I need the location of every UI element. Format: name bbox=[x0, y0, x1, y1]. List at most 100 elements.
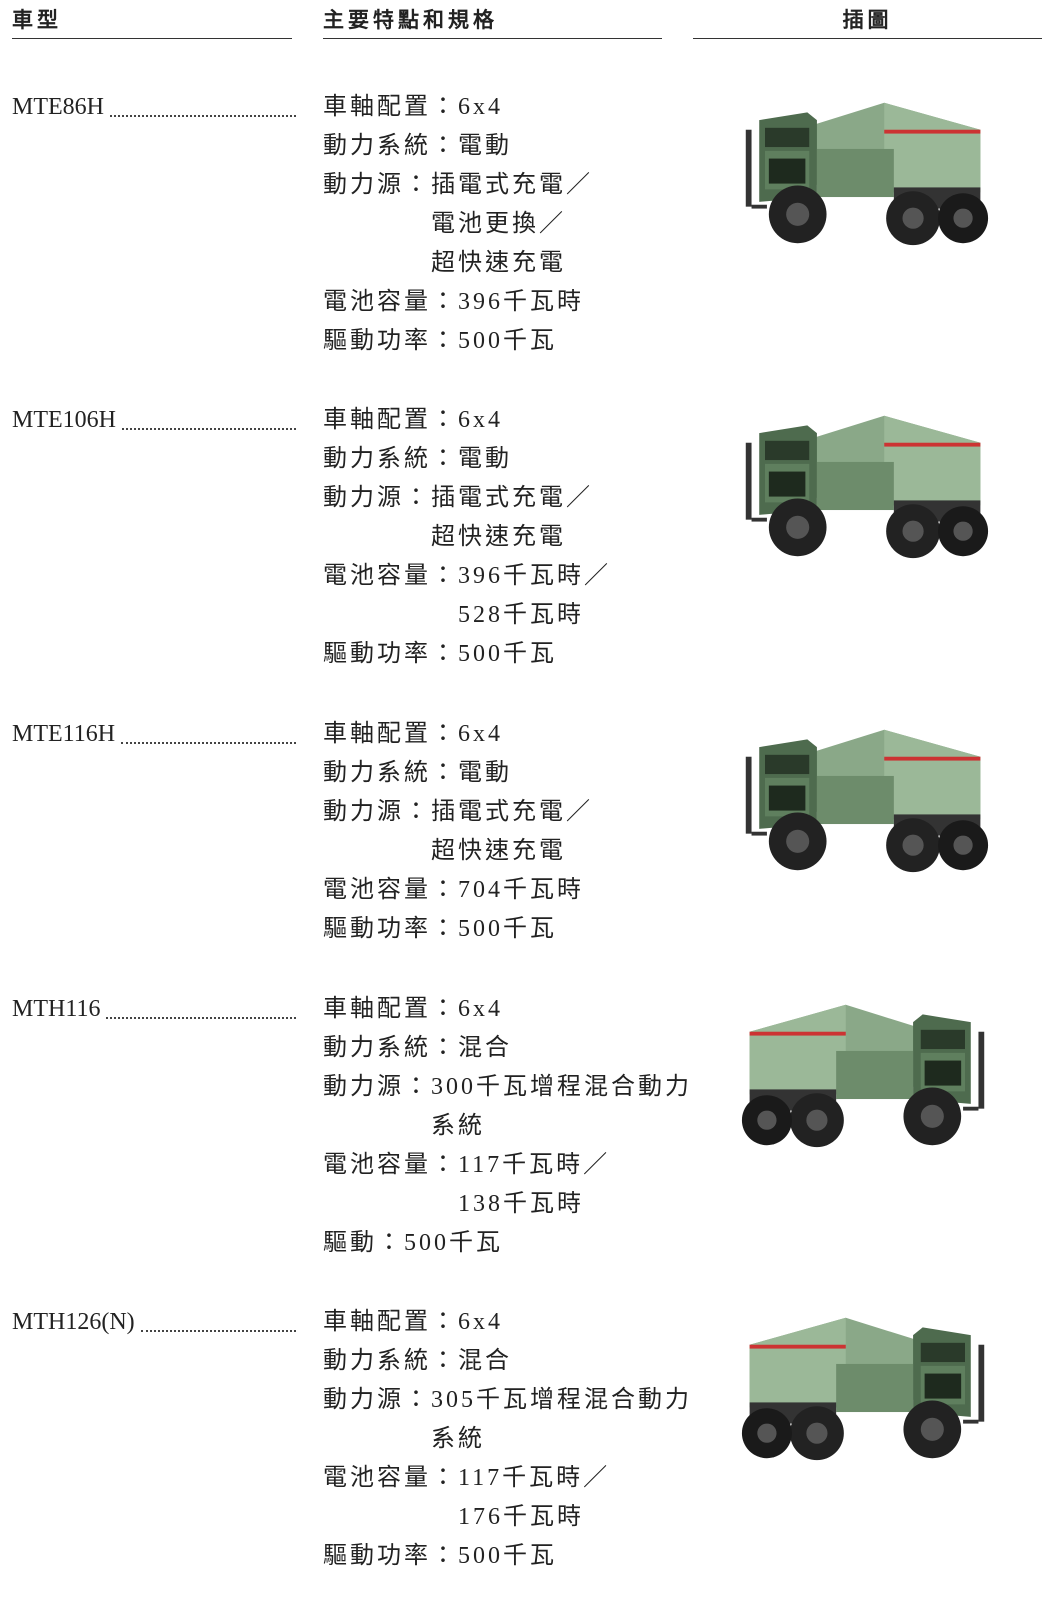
spec-item: 電池容量： 704千瓦時 bbox=[323, 871, 593, 910]
spec-values: 電動 bbox=[458, 754, 512, 793]
truck-illustration bbox=[745, 415, 989, 559]
spec-value: 6x4 bbox=[458, 996, 503, 1022]
spec-item: 動力系統： 混合 bbox=[323, 1342, 692, 1381]
spec-label: 驅動功率： bbox=[323, 641, 458, 667]
model-cell: MTE86H bbox=[12, 88, 302, 127]
spec-values: 117千瓦時／ 176千瓦時 bbox=[458, 1459, 610, 1537]
spec-label: 電池容量： bbox=[323, 1465, 458, 1491]
model-cell: MTH126(N) bbox=[12, 1303, 302, 1342]
spec-value: 超快速充電 bbox=[431, 838, 566, 864]
spec-value: 系統 bbox=[431, 1426, 485, 1452]
spec-values: 704千瓦時 bbox=[458, 871, 584, 910]
spec-label: 車軸配置： bbox=[323, 94, 458, 120]
spec-label: 電池容量： bbox=[323, 563, 458, 589]
spec-value: 500千瓦 bbox=[458, 328, 557, 354]
spec-label: 動力系統： bbox=[323, 133, 458, 159]
spec-values: 500千瓦 bbox=[458, 322, 557, 361]
truck-illustration bbox=[745, 729, 989, 873]
spec-item: 驅動： 500千瓦 bbox=[323, 1224, 692, 1263]
spec-item: 電池容量： 396千瓦時／ 528千瓦時 bbox=[323, 557, 611, 635]
spec-value: 396千瓦時／ bbox=[458, 563, 611, 589]
specs-cell: 車軸配置： 6x4 動力系統： 電動 動力源： 插電式充電／ 超快速充電 電池容量： 396千瓦… bbox=[323, 401, 611, 674]
spec-label: 驅動： bbox=[323, 1230, 404, 1256]
spec-values: 6x4 bbox=[458, 88, 503, 127]
spec-item: 電池容量： 396千瓦時 bbox=[323, 283, 593, 322]
spec-label: 驅動功率： bbox=[323, 1543, 458, 1569]
spec-label: 電池容量： bbox=[323, 289, 458, 315]
spec-label: 動力系統： bbox=[323, 760, 458, 786]
spec-value: 插電式充電／ bbox=[431, 485, 593, 511]
spec-item: 驅動功率： 500千瓦 bbox=[323, 910, 593, 949]
spec-values: 6x4 bbox=[458, 401, 503, 440]
spec-value: 117千瓦時／ bbox=[458, 1465, 611, 1491]
spec-item: 電池容量： 117千瓦時／ 138千瓦時 bbox=[323, 1146, 692, 1224]
spec-item: 車軸配置： 6x4 bbox=[323, 715, 593, 754]
spec-value: 305千瓦增程混合動力 bbox=[431, 1387, 692, 1413]
spec-values: 396千瓦時／ 528千瓦時 bbox=[458, 557, 611, 635]
spec-values: 電動 bbox=[458, 127, 512, 166]
spec-values: 6x4 bbox=[458, 1303, 503, 1342]
specs-cell: 車軸配置： 6x4 動力系統： 電動 動力源： 插電式充電／ 電池更換／ 超快速充電 電池容量：… bbox=[323, 88, 593, 361]
spec-value: 6x4 bbox=[458, 721, 503, 747]
spec-item: 動力系統： 混合 bbox=[323, 1029, 692, 1068]
spec-label: 電池容量： bbox=[323, 877, 458, 903]
spec-value: 500千瓦 bbox=[404, 1230, 503, 1256]
spec-item: 驅動功率： 500千瓦 bbox=[323, 1537, 692, 1576]
model-name: MTE106H bbox=[12, 407, 116, 433]
specs-cell: 車軸配置： 6x4 動力系統： 電動動力源： 插電式充電／ 超快速充電電池容量： 704千瓦… bbox=[323, 715, 593, 949]
spec-values: 電動 bbox=[458, 440, 512, 479]
spec-values: 500千瓦 bbox=[458, 1537, 557, 1576]
spec-item: 車軸配置： 6x4 bbox=[323, 990, 692, 1029]
spec-item: 動力源： 300千瓦增程混合動力 系統 bbox=[323, 1068, 692, 1146]
spec-values: 混合 bbox=[458, 1342, 512, 1381]
spec-values: 插電式充電／ 電池更換／ 超快速充電 bbox=[431, 166, 593, 283]
spec-label: 驅動功率： bbox=[323, 328, 458, 354]
model-name: MTH126(N) bbox=[12, 1309, 135, 1335]
spec-values: 500千瓦 bbox=[458, 635, 557, 674]
spec-item: 車軸配置： 6x4 bbox=[323, 1303, 692, 1342]
spec-value: 500千瓦 bbox=[458, 916, 557, 942]
specs-cell: 車軸配置： 6x4 動力系統： 混合 動力源： 305千瓦增程混合動力 系統 電池容量： 117… bbox=[323, 1303, 692, 1576]
truck-illustration bbox=[745, 102, 989, 246]
spec-value: 混合 bbox=[458, 1035, 512, 1061]
spec-value: 138千瓦時 bbox=[458, 1191, 584, 1217]
spec-item: 車軸配置： 6x4 bbox=[323, 88, 593, 127]
spec-value: 電動 bbox=[458, 760, 512, 786]
spec-label: 動力源： bbox=[323, 1074, 431, 1100]
spec-values: 300千瓦增程混合動力 系統 bbox=[431, 1068, 692, 1146]
spec-values: 6x4 bbox=[458, 990, 503, 1029]
spec-values: 117千瓦時／ 138千瓦時 bbox=[458, 1146, 610, 1224]
dot-leader bbox=[106, 990, 296, 1019]
spec-values: 500千瓦 bbox=[404, 1224, 503, 1263]
spec-value: 插電式充電／ bbox=[431, 799, 593, 825]
spec-label: 動力源： bbox=[323, 485, 431, 511]
spec-label: 動力系統： bbox=[323, 1348, 458, 1374]
spec-label: 車軸配置： bbox=[323, 407, 458, 433]
model-name: MTH116 bbox=[12, 996, 101, 1022]
spec-item: 驅動功率： 500千瓦 bbox=[323, 322, 593, 361]
spec-values: 305千瓦增程混合動力 系統 bbox=[431, 1381, 692, 1459]
spec-value: 396千瓦時 bbox=[458, 289, 584, 315]
spec-values: 插電式充電／ 超快速充電 bbox=[431, 793, 593, 871]
spec-label: 動力源： bbox=[323, 799, 431, 825]
model-cell: MTE106H bbox=[12, 401, 302, 440]
spec-value: 插電式充電／ bbox=[431, 172, 593, 198]
spec-item: 車軸配置： 6x4 bbox=[323, 401, 611, 440]
spec-item: 動力源： 插電式充電／ 超快速充電 bbox=[323, 793, 593, 871]
specs-cell: 車軸配置： 6x4 動力系統： 混合 動力源： 300千瓦增程混合動力 系統 電池容量： 117… bbox=[323, 990, 692, 1263]
spec-value: 系統 bbox=[431, 1113, 485, 1139]
spec-values: 混合 bbox=[458, 1029, 512, 1068]
spec-item: 驅動功率： 500千瓦 bbox=[323, 635, 611, 674]
spec-label: 車軸配置： bbox=[323, 1309, 458, 1335]
dot-leader bbox=[122, 401, 296, 430]
spec-item: 動力系統： 電動 bbox=[323, 440, 611, 479]
spec-value: 176千瓦時 bbox=[458, 1504, 584, 1530]
spec-value: 6x4 bbox=[458, 1309, 503, 1335]
spec-value: 6x4 bbox=[458, 94, 503, 120]
dot-leader bbox=[121, 715, 296, 744]
spec-item: 動力系統： 電動 bbox=[323, 127, 593, 166]
spec-value: 528千瓦時 bbox=[458, 602, 584, 628]
spec-item: 動力源： 插電式充電／ 超快速充電 bbox=[323, 479, 611, 557]
